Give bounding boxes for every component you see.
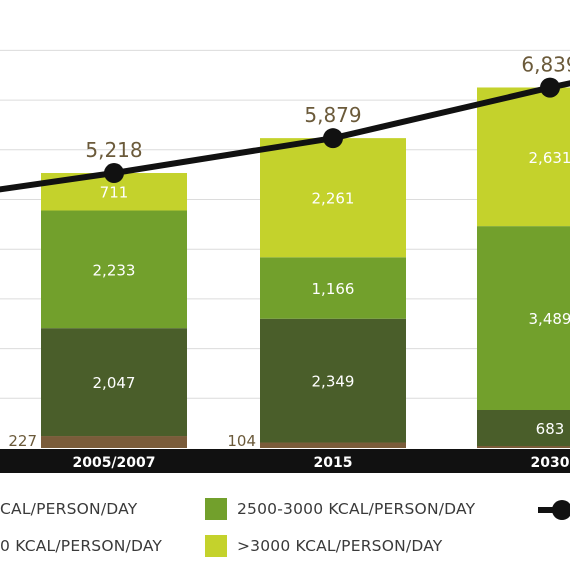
data-label: 2,047 <box>93 374 136 392</box>
line-label: 5,218 <box>85 138 142 162</box>
legend: CAL/PERSON/DAY 2500-3000 KCAL/PERSON/DAY… <box>0 488 570 570</box>
bar-segment-4 <box>260 138 406 258</box>
bar-segment-3 <box>260 257 406 319</box>
line-point <box>323 128 343 149</box>
bar-segment-2 <box>41 328 187 437</box>
legend-swatch-2 <box>205 498 227 520</box>
legend-line-marker-icon <box>538 500 570 520</box>
legend-label-5: >3000 KCAL/PERSON/DAY <box>237 537 443 555</box>
data-label: 2,349 <box>312 373 355 391</box>
data-label: 2,261 <box>312 190 355 208</box>
data-label: 2,631 <box>529 149 570 167</box>
legend-label-2: 2500-3000 KCAL/PERSON/DAY <box>237 500 476 518</box>
bar-segment-3 <box>41 210 187 329</box>
bar-segment-3 <box>477 226 570 411</box>
x-tick-label: 2030 <box>531 455 570 471</box>
data-label: 1,166 <box>312 280 355 298</box>
data-label: 104 <box>227 432 256 450</box>
x-tick-label: 2005/2007 <box>72 455 155 471</box>
legend-item-3 <box>538 498 570 526</box>
line-label: 6,839 <box>521 53 570 77</box>
data-label: 227 <box>8 432 37 450</box>
legend-swatch-5 <box>205 535 227 557</box>
line-point <box>104 163 124 184</box>
legend-label-1: CAL/PERSON/DAY <box>0 500 138 518</box>
line-point <box>540 77 560 98</box>
bar-segment-1 <box>260 442 406 448</box>
bar-segment-1 <box>41 436 187 448</box>
x-axis-band <box>0 449 570 473</box>
data-label: 683 <box>536 420 565 438</box>
x-tick-label: 2015 <box>314 455 353 471</box>
legend-label-4: 0 KCAL/PERSON/DAY <box>0 537 163 555</box>
bar-segment-2 <box>260 318 406 443</box>
bar-segment-4 <box>477 87 570 227</box>
data-label: 711 <box>100 184 129 202</box>
bar-segment-1 <box>477 445 570 448</box>
data-label: 2,233 <box>93 261 136 279</box>
bar-segment-2 <box>477 410 570 446</box>
stacked-bar-chart: 2,047 2,233 711 227 2,349 1,166 2,261 104 683 3,4… <box>0 49 570 473</box>
line-label: 5,879 <box>304 103 361 127</box>
data-label: 3,489 <box>529 310 570 328</box>
